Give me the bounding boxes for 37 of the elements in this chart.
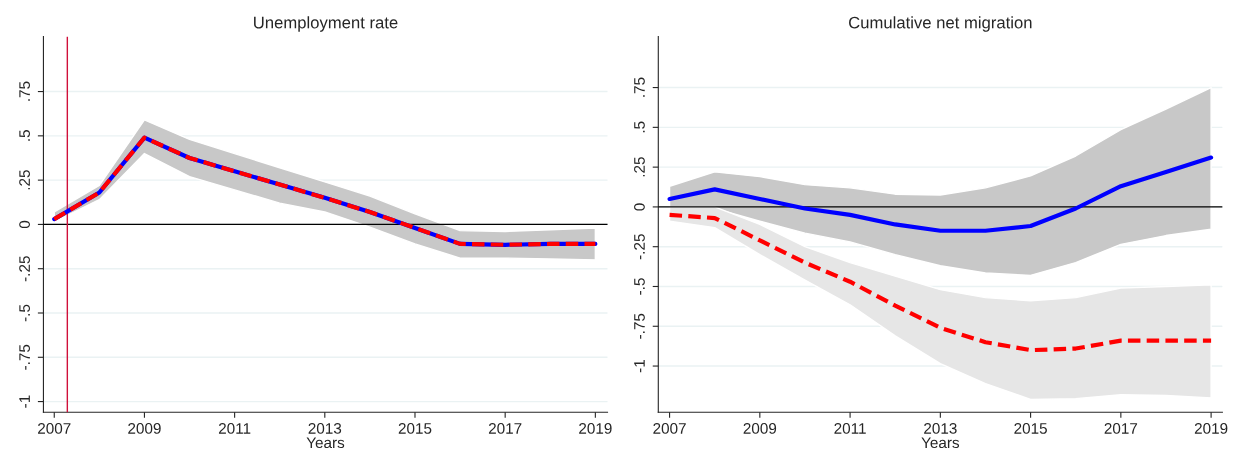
- x-tick-label: 2017: [1104, 423, 1138, 434]
- y-tick-label: -.5: [634, 278, 645, 295]
- x-tick-label: 2011: [834, 423, 866, 434]
- y-tick-label: -1: [19, 395, 30, 408]
- x-tick-label: 2009: [743, 423, 777, 434]
- x-tick-label: 2009: [128, 423, 161, 434]
- y-tick-label: .75: [634, 77, 645, 97]
- y-tick-label: -1: [634, 360, 645, 373]
- x-tick-label: 2011: [218, 423, 251, 434]
- x-tick-label: 2019: [579, 423, 612, 434]
- y-tick-label: -.75: [634, 313, 645, 339]
- x-tick-label: 2015: [1014, 423, 1047, 434]
- y-tick-label: .25: [634, 157, 645, 177]
- x-tick-label: 2007: [653, 423, 686, 434]
- line-series: [667, 155, 1214, 233]
- x-tick-label: 2019: [1194, 423, 1228, 434]
- x-tick-label: 2017: [488, 423, 522, 434]
- y-tick-label: -.25: [19, 256, 30, 282]
- x-tick-label: 2013: [924, 423, 957, 434]
- y-tick-label: .5: [634, 121, 645, 133]
- line-series: [667, 212, 1214, 353]
- chart-title: Cumulative net migration: [849, 16, 1032, 32]
- x-axis-title: Years: [921, 437, 960, 449]
- x-tick-label: 2013: [308, 423, 342, 434]
- line-series: [52, 135, 598, 247]
- y-tick-label: 0: [19, 220, 30, 229]
- x-axis-title: Years: [306, 437, 345, 449]
- y-tick-label: -.75: [19, 344, 30, 370]
- y-tick-label: -.5: [19, 304, 30, 322]
- x-tick-label: 2007: [38, 423, 71, 434]
- y-tick-label: .25: [19, 170, 30, 190]
- y-tick-label: .5: [19, 130, 30, 141]
- y-tick-label: .75: [19, 81, 30, 101]
- y-tick-label: -.25: [634, 234, 645, 260]
- chart-title: Unemployment rate: [254, 16, 398, 32]
- y-tick-label: 0: [634, 203, 645, 211]
- x-tick-label: 2015: [398, 423, 432, 434]
